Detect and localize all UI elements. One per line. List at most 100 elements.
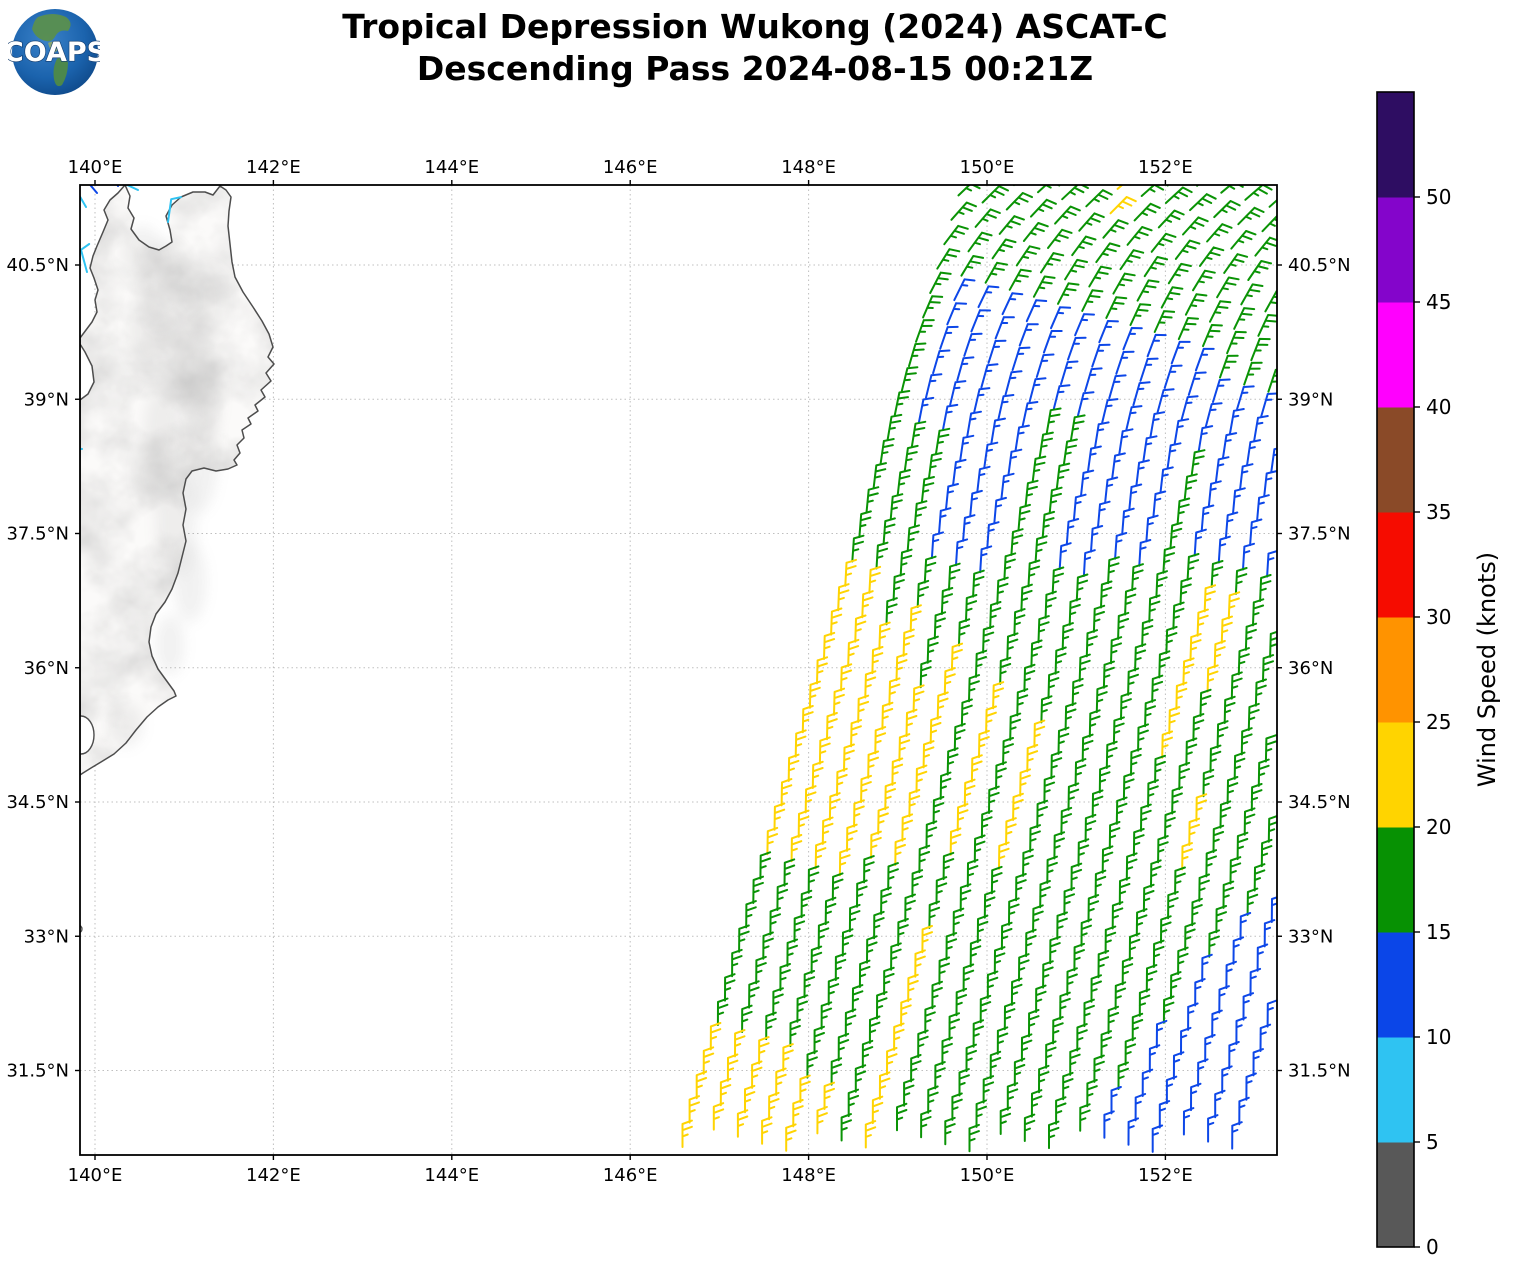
wind-barb <box>1128 932 1141 961</box>
wind-barb <box>1187 371 1207 396</box>
wind-barb <box>1246 439 1262 466</box>
wind-barb <box>948 1012 960 1041</box>
wind-barb <box>1039 880 1051 909</box>
wind-barb <box>949 827 962 856</box>
globe-land-south <box>53 56 68 87</box>
wind-barb <box>939 771 952 800</box>
wind-barb <box>1125 852 1138 881</box>
wind-barb <box>1166 442 1182 470</box>
wind-barb <box>922 740 935 769</box>
wind-barb <box>799 1074 811 1103</box>
colorbar-tick-label: 10 <box>1426 1025 1451 1049</box>
wind-barb <box>1076 1023 1088 1052</box>
wind-barb <box>1240 283 1264 306</box>
wind-barb <box>1267 368 1277 393</box>
wind-barb <box>928 451 943 479</box>
wind-barb <box>1140 803 1152 832</box>
wind-barb <box>1121 507 1135 536</box>
wind-barb <box>786 938 799 967</box>
wind-barb <box>1196 608 1209 637</box>
wind-barb <box>878 1071 891 1100</box>
wind-barb <box>1222 880 1235 909</box>
wind-barb <box>1243 807 1256 836</box>
wind-barb <box>1080 918 1093 947</box>
wind-barb <box>851 534 865 563</box>
wind-barb <box>1162 546 1176 574</box>
wind-barb <box>1236 831 1249 861</box>
colorbar-segment <box>1377 302 1414 408</box>
wind-barb <box>1242 542 1255 571</box>
wind-barb <box>755 955 767 985</box>
wind-barb <box>980 810 993 839</box>
wind-barb <box>896 469 911 497</box>
colorbar-tick-label: 5 <box>1426 1130 1439 1154</box>
wind-barb <box>988 785 1000 814</box>
wind-barb <box>1112 272 1136 295</box>
wind-barb <box>967 231 993 253</box>
wind-barb <box>922 295 944 319</box>
wind-barb <box>1261 214 1277 233</box>
wind-barb <box>1060 806 1073 836</box>
wind-barb <box>993 946 1006 975</box>
wind-barb <box>1030 198 1057 218</box>
wind-barb <box>1247 702 1260 731</box>
wind-barb <box>1253 161 1280 175</box>
wind-barb <box>1126 226 1153 246</box>
wind-barb <box>1256 494 1270 522</box>
wind-barb <box>818 736 831 765</box>
wind-barb <box>965 1043 977 1073</box>
wind-barb <box>1053 831 1066 860</box>
wind-barb <box>951 1092 963 1121</box>
wind-barb <box>726 1053 739 1082</box>
wind-barb <box>926 635 939 664</box>
wind-barb <box>1051 566 1065 595</box>
wind-barb <box>1229 856 1242 885</box>
wind-barb <box>1163 364 1183 389</box>
wind-barb <box>1254 236 1277 257</box>
colorbar-segment <box>1377 512 1414 618</box>
wind-barb <box>752 875 764 904</box>
wind-barb <box>1117 611 1130 640</box>
wind-barb <box>843 743 855 772</box>
wind-barb <box>1074 313 1095 337</box>
wind-barb <box>1093 167 1119 182</box>
colorbar-tick-label: 20 <box>1426 815 1451 839</box>
colorbar-segment <box>1377 92 1414 198</box>
wind-barb <box>1018 953 1030 982</box>
wind-barb <box>1063 887 1076 916</box>
wind-barb <box>1140 185 1169 197</box>
wind-barb <box>915 764 928 793</box>
wind-barb <box>1129 303 1152 326</box>
wind-barb <box>847 1088 860 1118</box>
wind-barb <box>1014 424 1030 452</box>
wind-barb <box>1019 768 1031 797</box>
wind-barb <box>972 569 985 598</box>
wind-barb <box>1114 981 1127 1010</box>
wind-barb <box>1008 268 1032 291</box>
wind-barb <box>886 413 903 441</box>
wind-barb <box>1185 737 1198 766</box>
wind-barb <box>1142 435 1158 463</box>
wind-barb <box>1047 228 1073 249</box>
wind-barb <box>952 458 967 486</box>
colorbar-segment <box>1377 827 1414 933</box>
wind-barb <box>998 215 1025 235</box>
wind-barb <box>920 1109 932 1139</box>
wind-barb <box>758 1036 770 1065</box>
colorbar-tick-label: 30 <box>1426 605 1451 629</box>
wind-barb <box>741 1004 753 1033</box>
wind-barb <box>1077 391 1095 417</box>
wind-barb <box>745 900 757 929</box>
wind-barb <box>986 521 1000 549</box>
terrain-shading <box>174 542 206 622</box>
wind-barb <box>1110 1086 1122 1115</box>
wind-barb <box>990 865 1003 895</box>
lon-label-bottom: 142°E <box>246 1165 301 1186</box>
wind-barb <box>919 660 932 689</box>
wind-barb <box>958 1068 970 1097</box>
wind-barb <box>773 802 786 831</box>
wind-barb <box>1092 604 1106 633</box>
wind-barb <box>792 1099 804 1128</box>
wind-barb <box>994 316 1015 340</box>
wind-barb <box>1107 556 1120 585</box>
